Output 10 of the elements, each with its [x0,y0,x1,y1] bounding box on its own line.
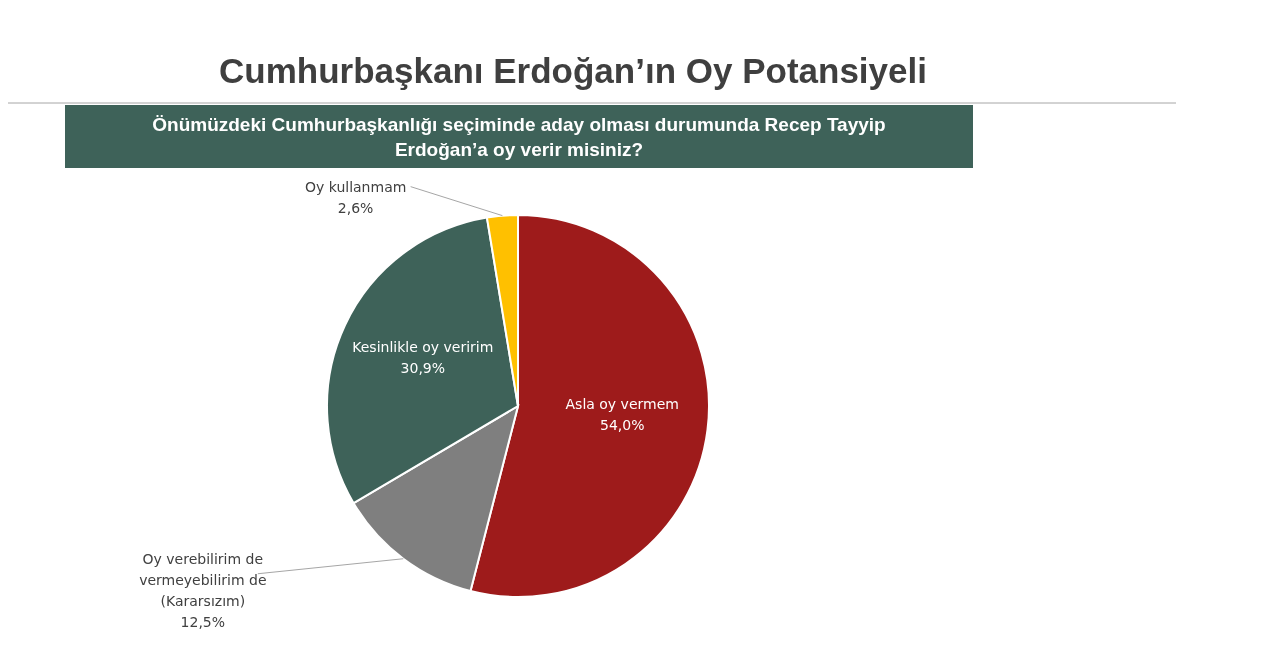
slice-label: Asla oy vermem [565,396,679,413]
chart-title: Cumhurbaşkanı Erdoğan’ın Oy Potansiyeli [219,51,927,90]
data-label: 30,9% [400,359,446,376]
chart-subtitle: Önümüzdeki Cumhurbaşkanlığı seçiminde aday olması durumunda Recep Tayyip Erdoğan’a oy verir misiniz? [152,114,886,160]
slice-label: Kesinlikle oy veririm [352,338,494,355]
slice-label: Oy kullanmam [304,178,407,195]
slice-label: Oy verebilirim de vermeyebilirim de (Kararsızım) [139,550,267,609]
data-label: 2,6% [337,199,374,216]
data-label: 12,5% [180,613,226,630]
data-label: 54,0% [599,417,645,434]
